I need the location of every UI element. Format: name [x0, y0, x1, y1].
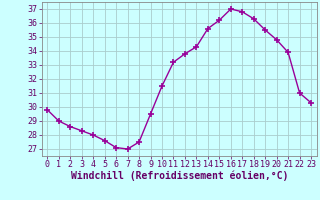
X-axis label: Windchill (Refroidissement éolien,°C): Windchill (Refroidissement éolien,°C)	[70, 171, 288, 181]
